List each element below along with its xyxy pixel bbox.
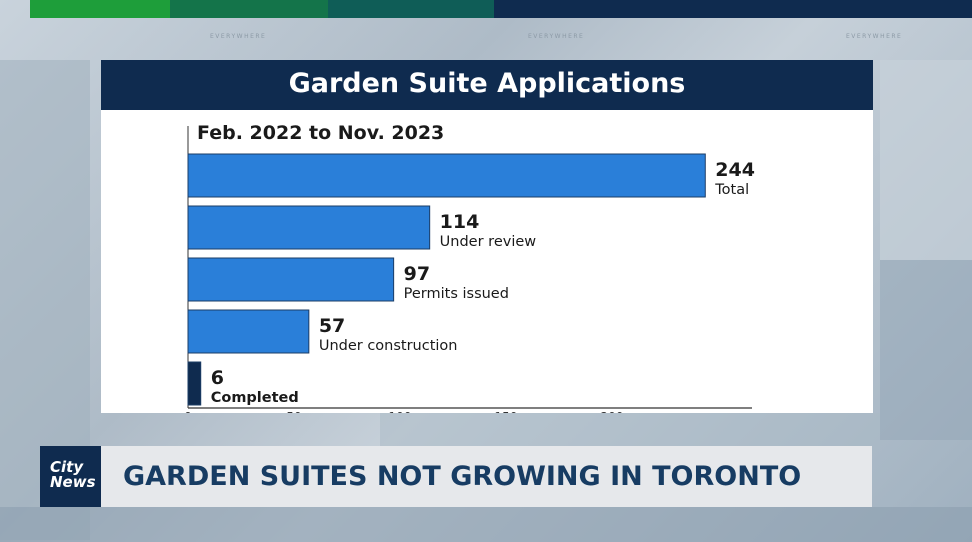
top-accent-bar — [30, 0, 972, 18]
citynews-logo: City News — [40, 446, 101, 507]
bar-category-label: Total — [714, 182, 749, 198]
bar-completed — [187, 361, 202, 406]
bar-total — [187, 153, 706, 198]
bar-category-label: Under construction — [319, 338, 458, 354]
chart-card: Garden Suite Applications Feb. 2022 to N… — [101, 60, 873, 413]
watermark-row: EVERYWHERE EVERYWHERE EVERYWHERE — [0, 33, 972, 45]
chart-subtitle: Feb. 2022 to Nov. 2023 — [197, 122, 444, 144]
bar-value-label: 97 — [404, 263, 430, 285]
chart-title: Garden Suite Applications — [101, 60, 873, 110]
x-tick-label: 0 — [184, 410, 192, 413]
bar-under-review — [187, 205, 431, 250]
x-tick-label: 50 — [286, 410, 301, 413]
bar-permits-issued — [187, 257, 395, 302]
headline: GARDEN SUITES NOT GROWING IN TORONTO — [101, 446, 872, 507]
watermark-text: EVERYWHERE — [210, 33, 267, 40]
x-tick-label: 150 — [495, 410, 518, 413]
bar-category-label: Completed — [211, 390, 299, 406]
bar-category-label: Under review — [440, 234, 537, 250]
lower-third: City News GARDEN SUITES NOT GROWING IN T… — [40, 446, 872, 507]
watermark-text: EVERYWHERE — [846, 33, 903, 40]
bar-value-label: 114 — [440, 211, 480, 233]
watermark-text: EVERYWHERE — [528, 33, 585, 40]
bar-value-label: 57 — [319, 315, 345, 337]
logo-line-1: City — [50, 458, 84, 476]
bar-value-label: 6 — [211, 367, 224, 389]
bar-category-label: Permits issued — [404, 286, 509, 302]
x-tick-label: 100 — [389, 410, 412, 413]
logo-line-2: News — [50, 473, 96, 491]
x-tick-label: 200 — [601, 410, 624, 413]
bar-under-construction — [187, 309, 310, 354]
bar-value-label: 244 — [715, 159, 755, 181]
